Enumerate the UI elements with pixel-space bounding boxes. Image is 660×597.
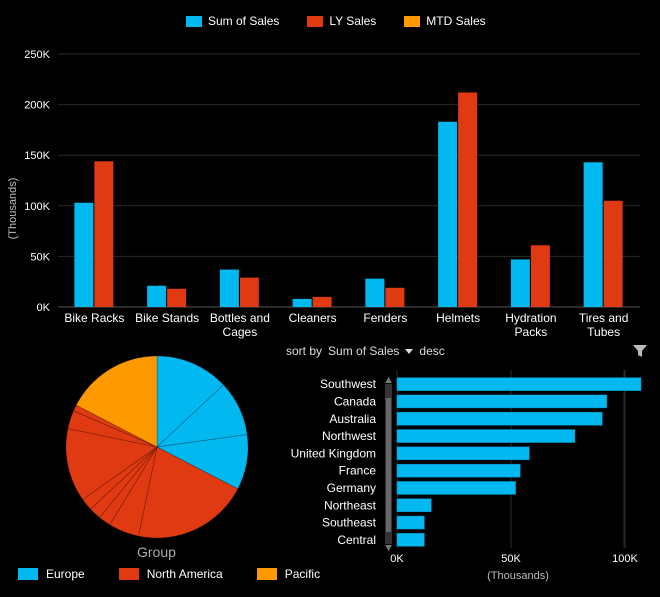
- region-bar[interactable]: [396, 463, 521, 478]
- x-tick-label: Hydration Packs: [505, 311, 556, 339]
- legend-swatch: [404, 15, 421, 27]
- bar-sum-of-sales[interactable]: [365, 278, 385, 307]
- y-tick-label: Northeast: [324, 498, 377, 512]
- legend-label: LY Sales: [329, 14, 377, 28]
- region-bar[interactable]: [396, 515, 425, 530]
- legend-swatch: [256, 568, 277, 580]
- scrollbar-track[interactable]: [385, 384, 392, 544]
- legend-label: MTD Sales: [426, 14, 486, 28]
- bar-ly-sales[interactable]: [94, 161, 114, 307]
- x-tick-label: Tires and Tubes: [579, 311, 629, 339]
- x-tick-label: Bike Stands: [135, 311, 199, 325]
- pie-slice[interactable]: [65, 428, 158, 501]
- pie-slice[interactable]: [73, 404, 158, 448]
- bar-ly-sales[interactable]: [167, 288, 187, 307]
- y-tick-label: Northwest: [322, 429, 377, 443]
- region-bar[interactable]: [396, 533, 425, 547]
- y-tick-label: Central: [337, 533, 376, 547]
- x-tick-label: 100K: [612, 553, 638, 565]
- bar-ly-sales[interactable]: [312, 296, 332, 307]
- sort-control[interactable]: sort by Sum of Sales desc: [286, 344, 451, 358]
- x-tick-label: 50K: [501, 553, 521, 565]
- top-legend-item[interactable]: MTD Sales: [404, 14, 486, 28]
- bar-ly-sales[interactable]: [458, 92, 478, 308]
- bar-ly-sales[interactable]: [385, 287, 405, 307]
- legend-label: Europe: [46, 567, 85, 581]
- y-tick-label: 200K: [24, 100, 50, 112]
- scroll-up-icon[interactable]: [385, 377, 392, 383]
- bar-ly-sales[interactable]: [530, 245, 550, 307]
- x-tick-label: Fenders: [363, 311, 407, 325]
- region-bar[interactable]: [396, 377, 642, 391]
- pie-slice[interactable]: [99, 446, 158, 526]
- pie-slice[interactable]: [156, 355, 225, 448]
- pie-legend: Europe North America Pacific: [18, 567, 354, 581]
- y-tick-label: 50K: [30, 251, 50, 263]
- chevron-down-icon[interactable]: [405, 348, 414, 354]
- bar-sum-of-sales[interactable]: [147, 285, 167, 307]
- x-tick-label: Cleaners: [289, 311, 337, 325]
- x-tick-label: Bottles and Cages: [210, 311, 270, 339]
- legend-label: Pacific: [284, 567, 321, 581]
- bar-sum-of-sales[interactable]: [510, 259, 530, 307]
- pie-slice[interactable]: [82, 446, 158, 510]
- pie-slice[interactable]: [155, 434, 249, 490]
- x-tick-label: 0K: [390, 553, 404, 565]
- pie-slice[interactable]: [138, 446, 239, 539]
- legend-swatch: [118, 568, 139, 580]
- y-tick-label: Southwest: [320, 377, 377, 391]
- region-bar[interactable]: [396, 446, 530, 461]
- bar-sum-of-sales[interactable]: [219, 269, 239, 307]
- sort-order[interactable]: desc: [419, 344, 445, 358]
- y-tick-label: 0K: [37, 302, 51, 314]
- x-axis-label: (Thousands): [487, 570, 549, 582]
- y-tick-label: 100K: [24, 201, 50, 213]
- pie-slice[interactable]: [89, 446, 158, 519]
- top-legend: Sum of Sales LY Sales MTD Sales: [186, 14, 514, 28]
- scrollbar-thumb[interactable]: [386, 398, 391, 532]
- top-legend-item[interactable]: LY Sales: [307, 14, 376, 28]
- y-tick-label: 250K: [24, 49, 50, 61]
- bar-sum-of-sales[interactable]: [74, 202, 94, 307]
- x-tick-label: Helmets: [436, 311, 480, 325]
- top-legend-item[interactable]: Sum of Sales: [186, 14, 279, 28]
- pie-legend-item[interactable]: North America: [118, 567, 223, 581]
- y-tick-label: Australia: [329, 412, 376, 426]
- y-tick-label: Germany: [327, 481, 376, 495]
- legend-swatch: [18, 568, 38, 580]
- pie-legend-item[interactable]: Europe: [18, 567, 85, 581]
- legend-label: Sum of Sales: [208, 14, 280, 28]
- region-bar[interactable]: [396, 412, 603, 426]
- pie-slice[interactable]: [155, 384, 248, 448]
- bar-ly-sales[interactable]: [239, 277, 259, 307]
- sales-bar-chart: 0K 50K 100K 150K 200K 250K (Thousands) Bike Rac…: [7, 49, 640, 339]
- legend-swatch: [307, 15, 324, 27]
- pie-legend-item[interactable]: Pacific: [256, 567, 321, 581]
- filter-icon[interactable]: [632, 343, 648, 359]
- pie-slice[interactable]: [67, 410, 158, 448]
- sort-prefix: sort by: [286, 344, 323, 358]
- y-axis-label: (Thousands): [7, 178, 19, 240]
- y-tick-label: United Kingdom: [291, 446, 376, 460]
- pie-slice[interactable]: [75, 355, 158, 448]
- bar-sum-of-sales[interactable]: [438, 121, 458, 307]
- pie-title: Group: [137, 544, 176, 560]
- y-tick-label: Southeast: [322, 516, 377, 530]
- region-bar[interactable]: [396, 394, 608, 409]
- bar-ly-sales[interactable]: [603, 200, 623, 307]
- scroll-down-icon[interactable]: [385, 545, 392, 551]
- pie-slice[interactable]: [109, 446, 158, 537]
- y-tick-label: France: [339, 464, 377, 478]
- legend-label: North America: [146, 567, 223, 581]
- sort-field[interactable]: Sum of Sales: [328, 344, 400, 358]
- region-bar[interactable]: [396, 481, 516, 495]
- region-bar[interactable]: [396, 429, 576, 443]
- legend-swatch: [186, 15, 202, 27]
- region-bar[interactable]: [396, 498, 432, 512]
- x-tick-label: Bike Racks: [64, 311, 124, 325]
- y-tick-label: Canada: [334, 394, 376, 408]
- y-tick-label: 150K: [24, 150, 50, 162]
- bar-sum-of-sales[interactable]: [583, 162, 603, 307]
- bar-sum-of-sales[interactable]: [292, 298, 312, 307]
